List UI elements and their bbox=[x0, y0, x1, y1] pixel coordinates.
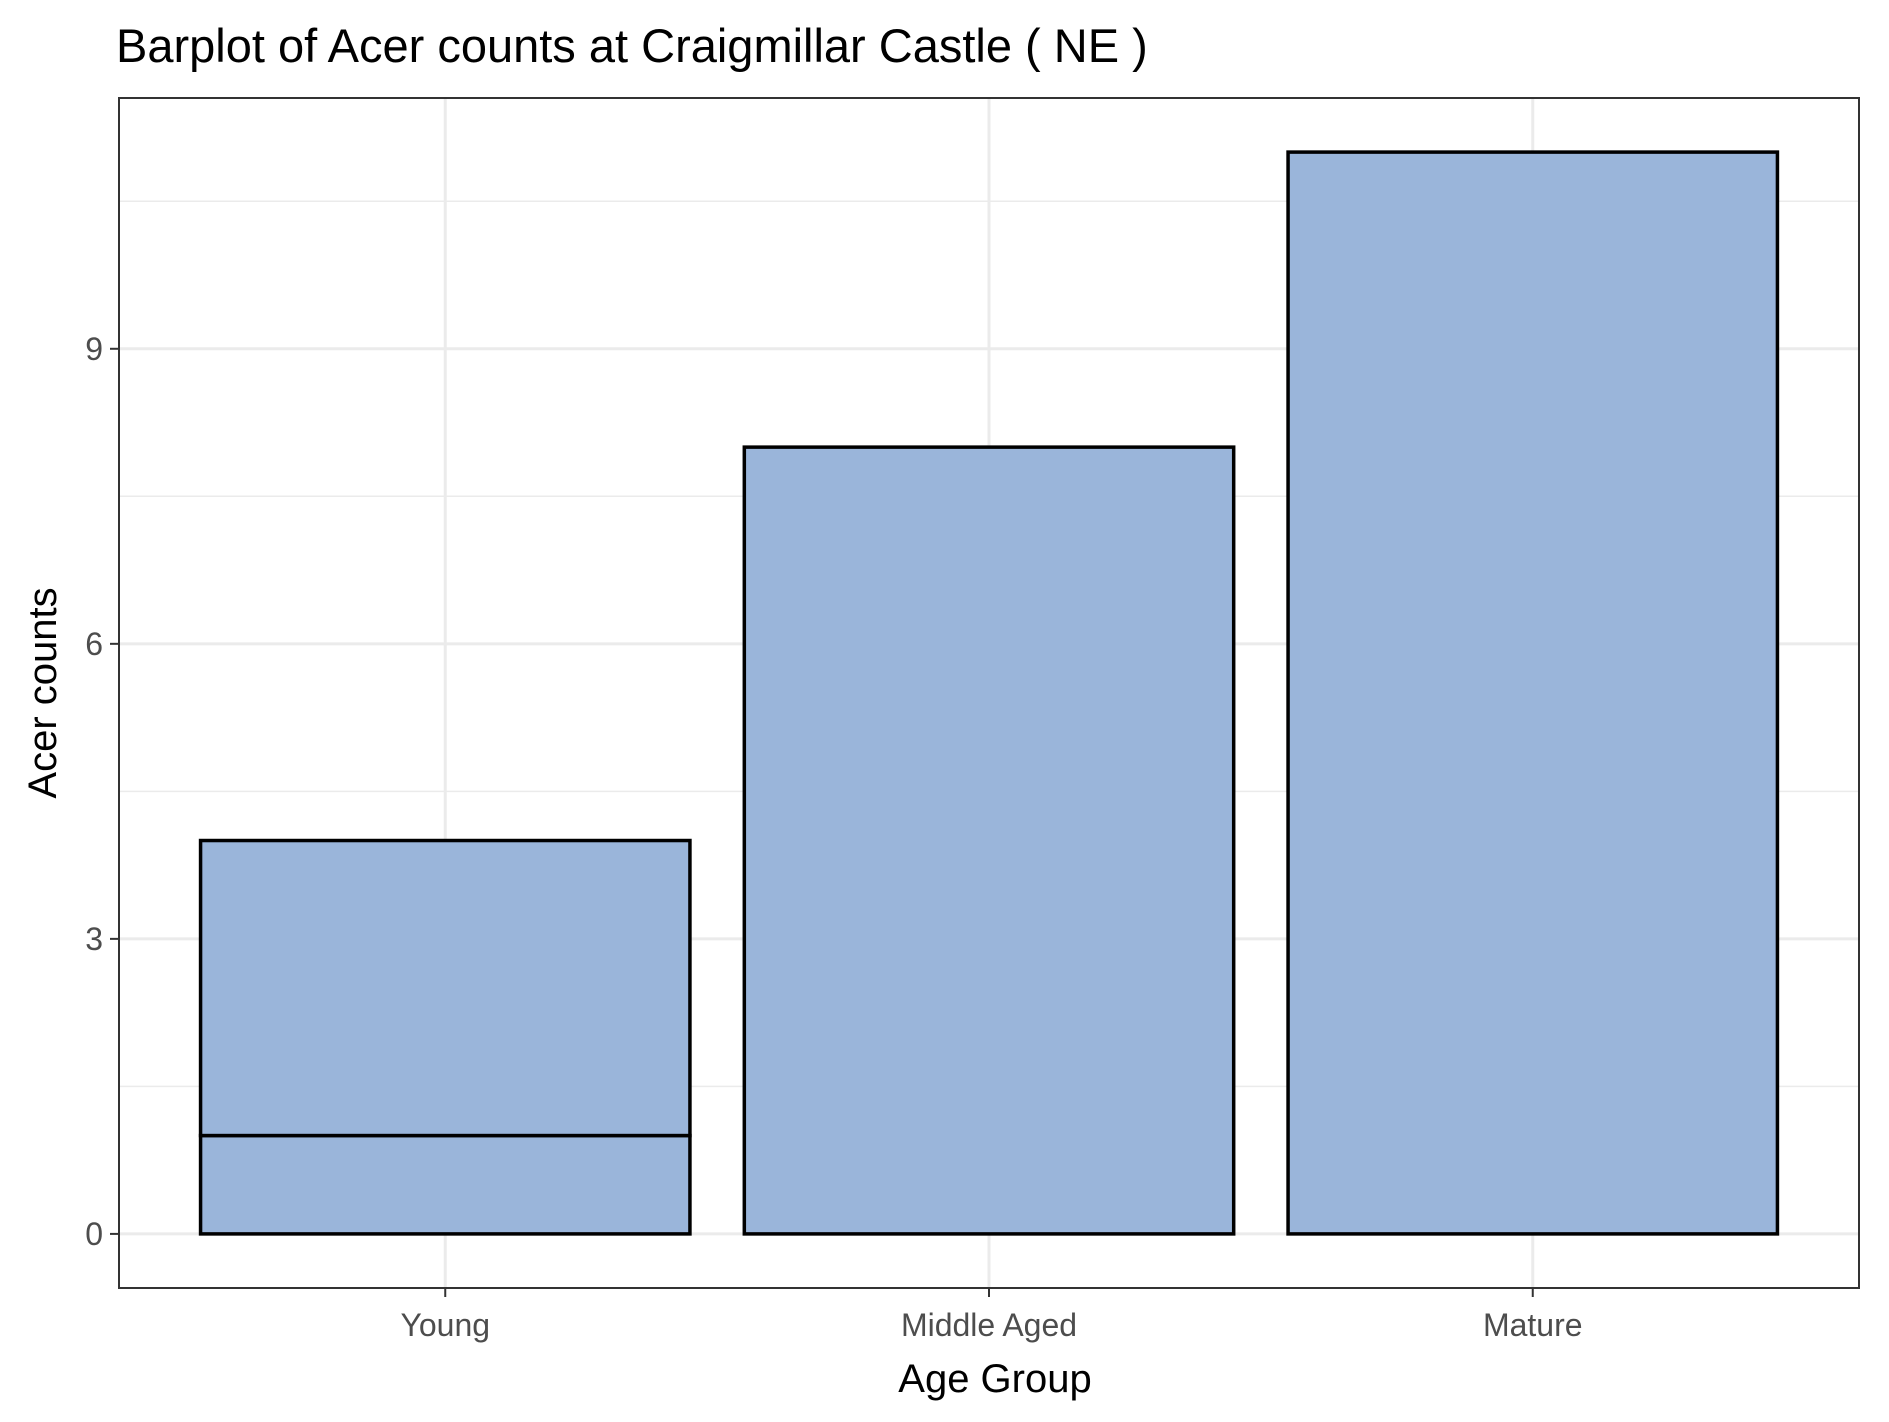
y-axis-title: Acer counts bbox=[21, 587, 65, 798]
chart-title: Barplot of Acer counts at Craigmillar Ca… bbox=[116, 19, 1148, 72]
y-tick-label: 9 bbox=[85, 331, 103, 367]
axes: 0 3 6 9 Young Middle Aged Mature bbox=[85, 331, 1582, 1343]
bar-mature bbox=[1286, 150, 1780, 1236]
y-tick-label: 6 bbox=[85, 626, 103, 662]
y-tick-label: 0 bbox=[85, 1216, 103, 1252]
y-tick-label: 3 bbox=[85, 921, 103, 957]
bars bbox=[198, 150, 1780, 1236]
bar-middle-aged bbox=[742, 445, 1236, 1236]
x-tick-label: Middle Aged bbox=[901, 1307, 1077, 1343]
x-tick-label: Mature bbox=[1483, 1307, 1583, 1343]
bar-young bbox=[198, 838, 692, 1138]
x-tick-label: Young bbox=[400, 1307, 490, 1343]
x-axis-title: Age Group bbox=[898, 1357, 1091, 1401]
bar-young bbox=[198, 1133, 692, 1236]
